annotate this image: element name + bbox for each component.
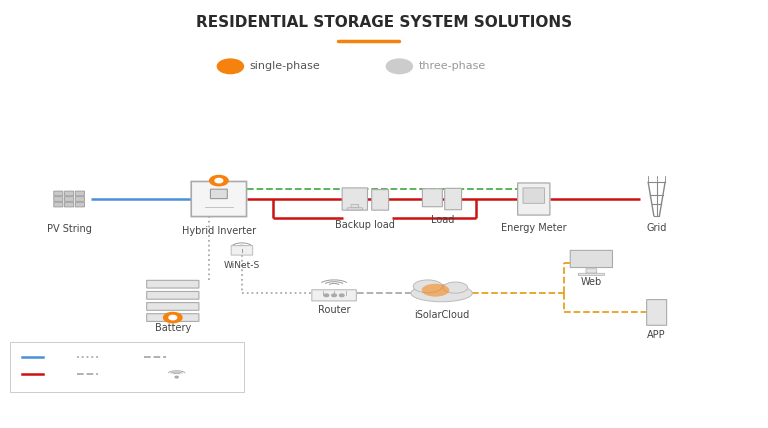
FancyBboxPatch shape — [191, 181, 247, 217]
Text: CAN: CAN — [102, 353, 121, 362]
Text: iSolarCloud: iSolarCloud — [414, 310, 469, 320]
Circle shape — [217, 59, 243, 74]
FancyBboxPatch shape — [147, 280, 199, 288]
FancyBboxPatch shape — [372, 190, 389, 210]
Ellipse shape — [411, 285, 472, 302]
Circle shape — [175, 376, 178, 378]
FancyBboxPatch shape — [75, 202, 84, 207]
Circle shape — [210, 175, 228, 186]
Circle shape — [332, 294, 336, 297]
FancyBboxPatch shape — [312, 290, 356, 301]
Text: APP: APP — [647, 330, 666, 339]
Text: Energy Meter: Energy Meter — [501, 223, 567, 233]
FancyBboxPatch shape — [570, 250, 613, 268]
Text: Web: Web — [581, 277, 602, 287]
Text: WiFi: WiFi — [184, 369, 203, 378]
FancyBboxPatch shape — [54, 197, 63, 201]
FancyBboxPatch shape — [210, 189, 227, 199]
Text: Grid: Grid — [647, 223, 667, 233]
FancyBboxPatch shape — [65, 202, 74, 207]
Circle shape — [164, 312, 182, 323]
FancyBboxPatch shape — [65, 191, 74, 196]
Ellipse shape — [443, 282, 468, 293]
Text: Hybrid Inverter: Hybrid Inverter — [182, 226, 256, 236]
FancyBboxPatch shape — [347, 208, 362, 210]
FancyBboxPatch shape — [647, 300, 667, 325]
Circle shape — [386, 59, 412, 74]
Circle shape — [169, 315, 177, 320]
FancyBboxPatch shape — [75, 191, 84, 196]
FancyBboxPatch shape — [75, 197, 84, 201]
FancyBboxPatch shape — [351, 205, 359, 208]
FancyBboxPatch shape — [65, 197, 74, 201]
Text: Load: Load — [432, 215, 455, 225]
FancyBboxPatch shape — [445, 188, 462, 210]
Text: Battery: Battery — [154, 323, 191, 333]
Text: WiNet-S: WiNet-S — [223, 261, 260, 270]
Text: DC: DC — [47, 353, 60, 362]
FancyBboxPatch shape — [54, 202, 63, 207]
FancyBboxPatch shape — [523, 188, 545, 203]
FancyBboxPatch shape — [147, 303, 199, 310]
FancyBboxPatch shape — [586, 269, 597, 273]
FancyBboxPatch shape — [231, 246, 253, 255]
Circle shape — [324, 294, 329, 297]
Ellipse shape — [413, 280, 442, 293]
FancyBboxPatch shape — [54, 191, 63, 196]
Circle shape — [215, 178, 223, 183]
Text: three-phase: three-phase — [419, 61, 486, 71]
Text: Router: Router — [318, 305, 350, 315]
Text: RESIDENTIAL STORAGE SYSTEM SOLUTIONS: RESIDENTIAL STORAGE SYSTEM SOLUTIONS — [196, 15, 572, 30]
FancyBboxPatch shape — [147, 314, 199, 321]
Text: single-phase: single-phase — [250, 61, 320, 71]
Text: Backup load: Backup load — [335, 220, 395, 230]
Text: ✓: ✓ — [226, 61, 235, 71]
Circle shape — [339, 294, 344, 297]
Ellipse shape — [422, 284, 449, 297]
Text: AC: AC — [47, 369, 59, 378]
Text: RS485: RS485 — [170, 353, 199, 362]
FancyBboxPatch shape — [578, 273, 604, 276]
FancyBboxPatch shape — [342, 188, 367, 210]
FancyBboxPatch shape — [10, 342, 244, 392]
Text: Ethernet: Ethernet — [102, 369, 141, 378]
FancyBboxPatch shape — [422, 189, 442, 207]
Text: PV String: PV String — [47, 224, 91, 234]
FancyBboxPatch shape — [518, 183, 550, 215]
FancyBboxPatch shape — [147, 291, 199, 299]
